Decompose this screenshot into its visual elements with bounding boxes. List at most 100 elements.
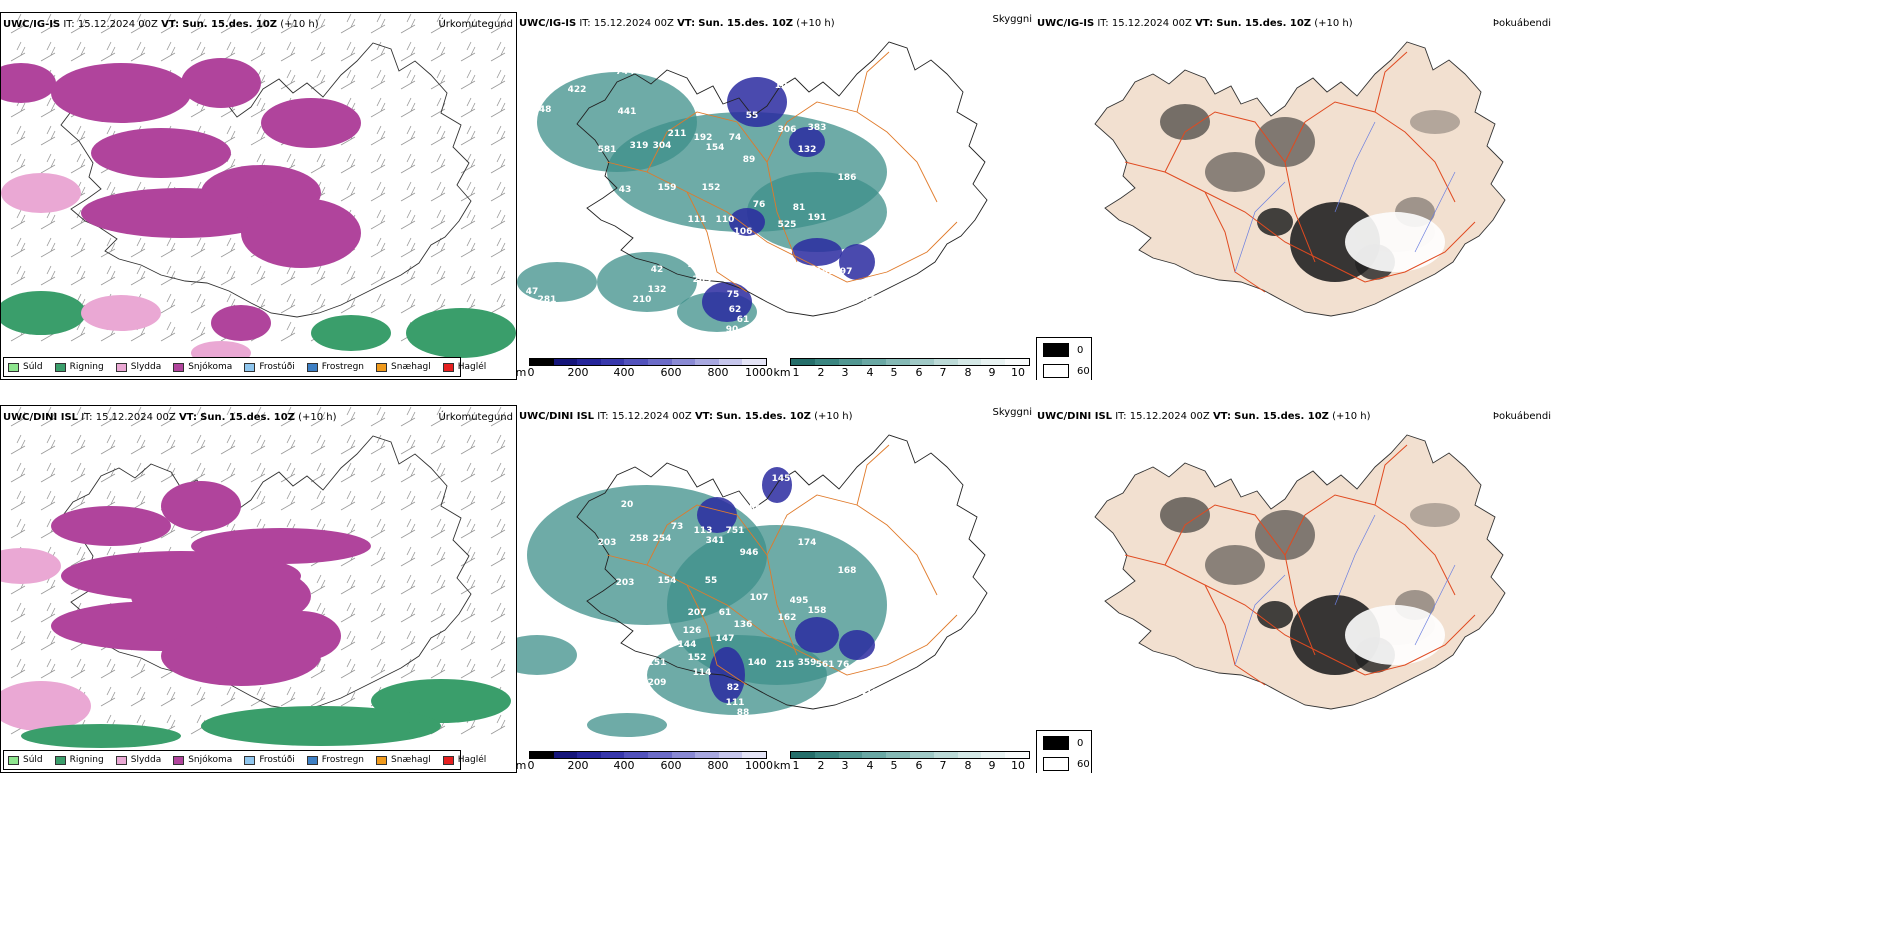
fog-title: Þokuábendi: [1492, 411, 1551, 422]
legend-swatch: [54, 755, 66, 765]
wind-barb: [370, 181, 386, 202]
road: [606, 161, 958, 283]
wind-barb: [460, 69, 476, 90]
cloud-base-value: 174: [798, 538, 817, 548]
low-cloud-base-area: [709, 647, 745, 703]
cloud-base-value: 61: [737, 315, 750, 325]
road-network: [1124, 51, 1476, 293]
tick: 7: [939, 366, 947, 379]
wind-barb: [280, 321, 296, 342]
wind-barb: [40, 658, 56, 679]
cloud-base-value: 136: [734, 620, 753, 630]
river: [1334, 514, 1376, 606]
wind-barb: [310, 41, 326, 62]
cloud-base-value: 151: [816, 267, 835, 277]
wind-barb: [340, 13, 356, 34]
wind-barb: [430, 518, 446, 539]
cloud-base-value: 186: [838, 173, 857, 183]
wind-barb: [10, 602, 26, 623]
tick: 3: [841, 366, 849, 379]
lead-time: (+10 h): [280, 19, 319, 30]
wind-barb: [310, 434, 326, 455]
fog-areas: [1160, 497, 1460, 675]
road: [766, 161, 798, 263]
fog-area: [1205, 152, 1265, 192]
precip-area: [211, 305, 271, 341]
cloud-base-value: 158: [808, 606, 827, 616]
legend-item: Slydda: [115, 755, 162, 765]
wind-barb: [340, 462, 356, 483]
wind-barb: [340, 406, 356, 427]
wind-barb: [460, 462, 476, 483]
cloud-base-value: 37: [863, 295, 876, 305]
cloud-base-value: 20: [621, 500, 634, 510]
visibility-colorbar: km 1 2 3 4 5 6 7 8 9 10: [773, 358, 1030, 380]
wind-barb: [400, 602, 416, 623]
wind-barb: [400, 462, 416, 483]
wind-barb: [370, 265, 386, 286]
wind-barb: [100, 13, 116, 34]
precip-area: [51, 63, 191, 123]
wind-barb: [400, 658, 416, 679]
cloud-base-value: 346: [538, 688, 557, 698]
wind-barb: [70, 13, 86, 34]
wind-barb: [430, 546, 446, 567]
wind-barb: [460, 518, 476, 539]
cloud-base-value: 495: [790, 596, 809, 606]
cloud-base-value: 283: [693, 275, 712, 285]
legend-label: Snæhagl: [391, 755, 431, 765]
road: [686, 584, 748, 686]
wind-barb: [70, 462, 86, 483]
cloud-base-value: 441: [618, 107, 637, 117]
tick: 10: [1011, 759, 1025, 772]
precip-areas: [1, 58, 516, 365]
cloud-base-value: 147: [716, 634, 735, 644]
wind-barb: [400, 546, 416, 567]
tick: 2: [817, 366, 825, 379]
legend-item: Frostregn: [306, 755, 364, 765]
wind-barb: [100, 658, 116, 679]
legend-item: Snæhagl: [376, 362, 431, 372]
wind-barb: [130, 462, 146, 483]
vt-label: VT:: [694, 411, 713, 422]
wind-barb: [40, 490, 56, 511]
tick: 200: [567, 366, 589, 379]
legend-label: Slydda: [130, 755, 162, 765]
wind-barb: [70, 153, 86, 174]
fog-legend-label: 60: [1077, 758, 1090, 770]
cloud-base-value: 201: [988, 330, 1007, 340]
wind-barb: [10, 462, 26, 483]
wind-barb: [400, 69, 416, 90]
cloud-base-scale: [529, 751, 767, 759]
wind-barb: [340, 293, 356, 314]
wind-barb: [400, 209, 416, 230]
model-name: UWC/DINI ISL: [3, 412, 79, 423]
cloud-base-value: 109: [523, 680, 542, 690]
wind-barb: [310, 293, 326, 314]
wind-barb: [310, 69, 326, 90]
cloud-base-value: 119: [723, 718, 742, 728]
wind-barb: [490, 237, 506, 258]
wind-barb: [10, 13, 26, 34]
road: [1284, 554, 1316, 656]
tick: 800: [707, 366, 729, 379]
wind-barb: [490, 293, 506, 314]
cloud-base-value: 191: [808, 213, 827, 223]
wind-barb: [400, 434, 416, 455]
vt-value: Sun. 15.des. 10Z: [200, 412, 295, 423]
cloud-base-value: 581: [598, 145, 617, 155]
cloud-base-value: 751: [726, 526, 745, 536]
fog-area: [1255, 117, 1315, 167]
legend-item: Súld: [8, 362, 43, 372]
wind-barb: [400, 237, 416, 258]
wind-barb: [10, 406, 26, 427]
cloud-base-value: 113: [694, 526, 713, 536]
wind-barb: [370, 125, 386, 146]
wind-barb: [340, 630, 356, 651]
wind-barb: [400, 293, 416, 314]
tick: 7: [939, 759, 947, 772]
tick: 5: [890, 366, 898, 379]
tick: 6: [915, 759, 923, 772]
it-value: 15.12.2024 00Z: [77, 19, 158, 30]
